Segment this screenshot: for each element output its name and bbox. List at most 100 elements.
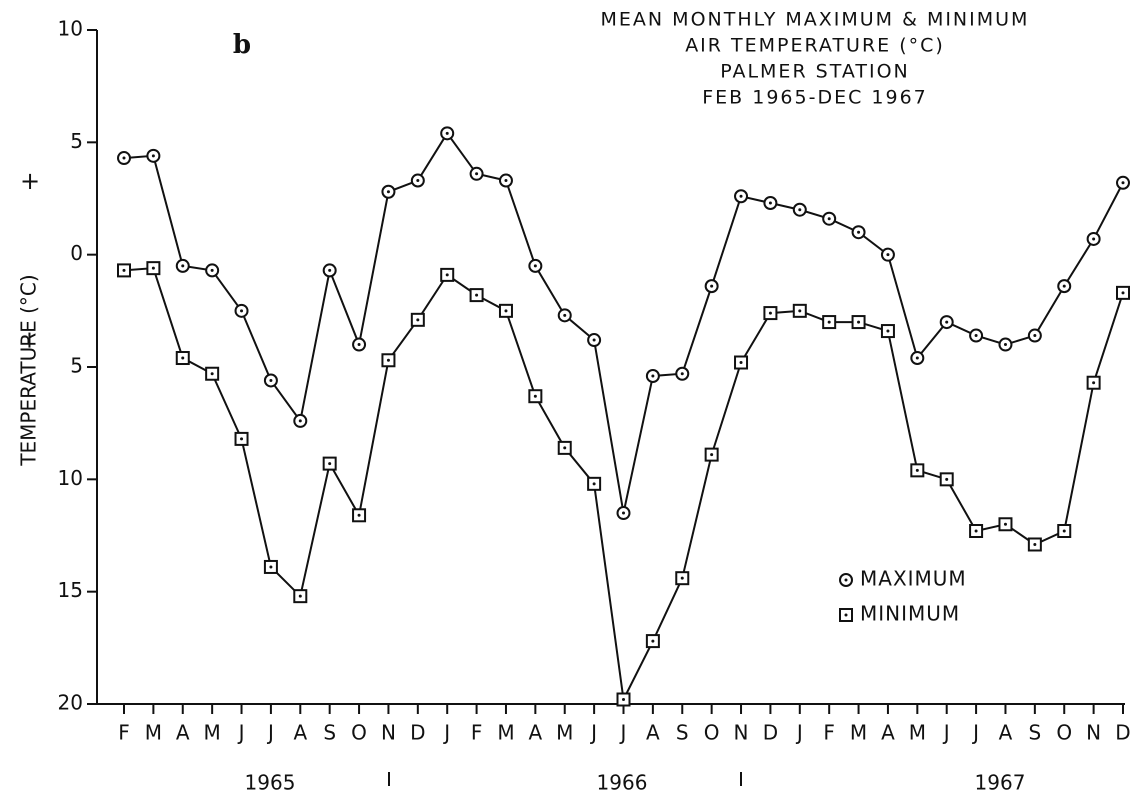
marker (763, 195, 778, 210)
marker (939, 315, 954, 330)
marker-part (533, 394, 537, 398)
marker (528, 389, 543, 404)
marker (440, 126, 455, 141)
marker-part (269, 378, 273, 382)
x-tick-label: M (556, 721, 573, 745)
marker (910, 351, 925, 366)
marker-part (886, 329, 890, 333)
marker-part (915, 356, 919, 360)
marker (117, 263, 131, 278)
y-tick-label: 20 (58, 691, 83, 715)
chart-title: AIR TEMPERATURE (°C) (685, 35, 945, 57)
marker-part (1092, 237, 1096, 241)
marker-part (710, 453, 714, 457)
marker-part (945, 320, 949, 324)
marker-part (974, 334, 978, 338)
x-tick-label: O (1056, 721, 1072, 745)
marker (969, 524, 984, 539)
x-tick-label: A (646, 721, 660, 745)
marker (822, 211, 837, 226)
marker (381, 353, 396, 368)
marker-part (298, 594, 302, 598)
x-tick-label: J (237, 721, 245, 745)
x-tick-label: J (942, 721, 950, 745)
marker (146, 261, 161, 276)
marker (734, 355, 749, 370)
marker (440, 267, 455, 282)
marker (910, 463, 925, 478)
x-tick-label: A (293, 721, 307, 745)
marker (352, 508, 367, 523)
marker (410, 173, 425, 188)
marker-part (357, 513, 361, 517)
marker (322, 263, 337, 278)
marker (675, 366, 690, 381)
marker (528, 258, 543, 273)
marker-part (151, 266, 155, 270)
marker-part (504, 179, 508, 183)
marker-part (1033, 542, 1037, 546)
marker-part (1062, 529, 1066, 533)
marker (645, 634, 660, 649)
legend-label: MAXIMUM (860, 567, 967, 591)
y-tick-label: 10 (58, 466, 83, 490)
marker (822, 315, 837, 330)
marker (1057, 279, 1072, 294)
x-tick-label: A (999, 721, 1013, 745)
marker (839, 573, 853, 587)
marker (880, 324, 895, 339)
year-label: 1967 (975, 771, 1026, 795)
marker-part (844, 578, 848, 582)
marker (1057, 524, 1072, 539)
marker (998, 337, 1013, 352)
marker-part (710, 284, 714, 288)
marker (851, 225, 866, 240)
year-label: 1966 (597, 771, 648, 795)
marker (263, 373, 278, 388)
marker-part (945, 477, 949, 481)
marker-part (915, 468, 919, 472)
marker (675, 571, 690, 586)
x-tick-label: A (176, 721, 190, 745)
x-tick-label: J (589, 721, 597, 745)
x-tick-label: F (823, 721, 835, 745)
marker (1086, 375, 1101, 390)
marker (322, 456, 337, 471)
marker-part (827, 320, 831, 324)
marker (1116, 285, 1130, 300)
x-tick-label: M (145, 721, 162, 745)
sign-label: − (15, 330, 43, 350)
panel-label: b (233, 30, 251, 60)
marker (146, 148, 161, 163)
x-tick-label: S (1029, 721, 1042, 745)
marker-part (181, 356, 185, 360)
marker-part (1003, 343, 1007, 347)
marker-part (328, 462, 332, 466)
marker-part (798, 208, 802, 212)
x-tick-label: J (442, 721, 450, 745)
x-tick-label: M (497, 721, 514, 745)
marker-part (651, 639, 655, 643)
marker-part (680, 372, 684, 376)
marker (498, 173, 513, 188)
marker (645, 368, 660, 383)
marker (880, 247, 895, 262)
series-line (123, 131, 1124, 514)
marker (616, 692, 631, 707)
marker (205, 263, 220, 278)
marker (469, 288, 484, 303)
marker-part (445, 131, 449, 135)
marker-part (328, 268, 332, 272)
x-tick-label: J (795, 721, 803, 745)
y-tick-label: 5 (70, 354, 83, 378)
marker (469, 166, 484, 181)
x-tick-label: D (1115, 721, 1130, 745)
x-tick-label: A (881, 721, 895, 745)
marker (117, 151, 131, 166)
year-label: 1965 (245, 771, 296, 795)
marker-part (240, 309, 244, 313)
marker (969, 328, 984, 343)
x-tick-label: N (381, 721, 396, 745)
x-tick-label: F (118, 721, 130, 745)
